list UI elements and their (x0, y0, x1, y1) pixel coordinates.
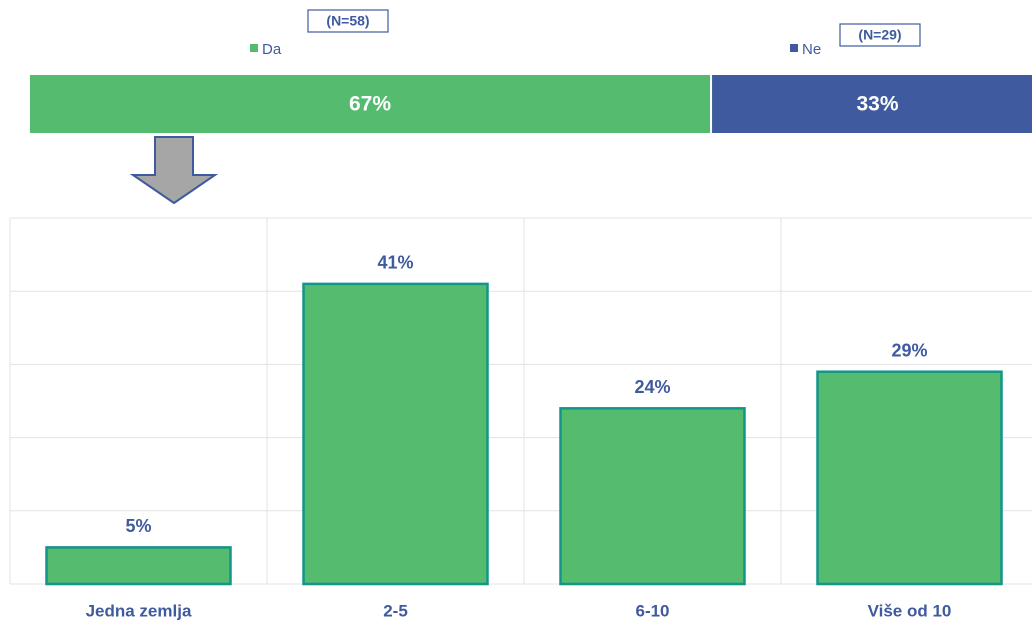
legend-swatch (790, 44, 798, 52)
value-label: 67% (349, 93, 391, 116)
x-tick-label: Jedna zemlja (86, 601, 192, 620)
legend-label: Da (262, 41, 282, 58)
value-label: 29% (891, 340, 927, 360)
arrow (129, 136, 219, 205)
value-label: 33% (857, 93, 899, 116)
bar-segment (30, 75, 711, 133)
value-label: 41% (377, 253, 413, 273)
bar (816, 370, 1003, 586)
legend-label: Ne (802, 41, 821, 58)
x-tick-label: 6-10 (635, 601, 669, 620)
annotation-box (839, 23, 921, 47)
bar-segment (712, 75, 1032, 133)
annotation: (N=58) (326, 13, 369, 29)
bar (45, 546, 232, 586)
bar (302, 282, 489, 586)
bar (559, 407, 746, 586)
legend-swatch (250, 44, 258, 52)
annotation-box (307, 9, 389, 33)
x-tick-label: 2-5 (383, 601, 408, 620)
x-tick-label: Više od 10 (868, 601, 952, 620)
annotation: (N=29) (858, 27, 901, 43)
value-label: 24% (634, 377, 670, 397)
value-label: 5% (125, 516, 151, 536)
